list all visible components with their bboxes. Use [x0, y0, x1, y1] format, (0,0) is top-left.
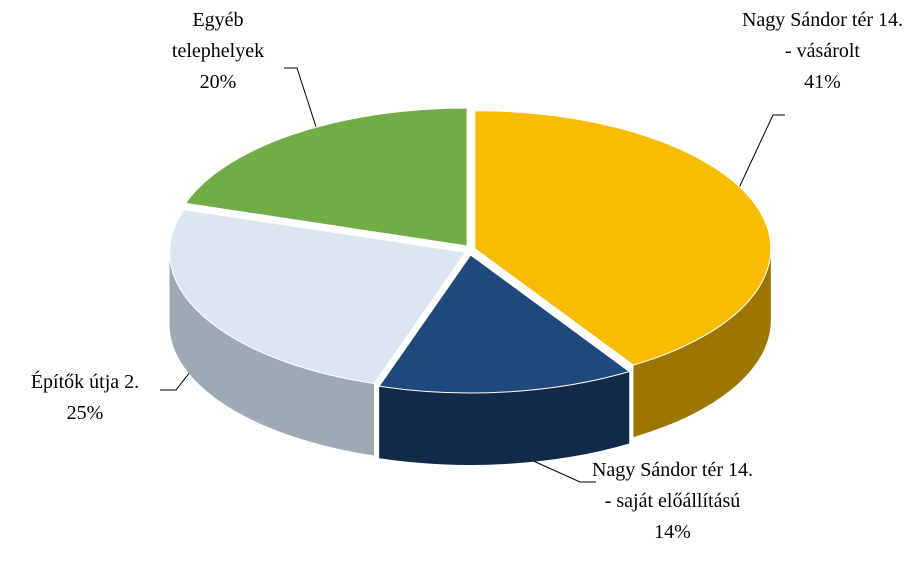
- slice: [378, 254, 631, 394]
- leader-line: [519, 454, 596, 483]
- slice: [184, 107, 468, 247]
- category-label: Egyéb telephelyek: [171, 9, 265, 62]
- leader-line: [160, 371, 191, 391]
- category-label: Nagy Sándor tér 14. - vásárolt: [741, 9, 904, 62]
- slice-side: [169, 252, 375, 456]
- value-label: 20%: [199, 71, 237, 93]
- value-label: 25%: [66, 402, 104, 424]
- category-label: Építők útja 2.: [30, 371, 140, 393]
- category-label: Nagy Sándor tér 14. - saját előállítású: [591, 459, 754, 512]
- data-label: Egyéb telephelyek 20%: [158, 5, 278, 98]
- leader-line: [284, 67, 319, 134]
- value-label: 14%: [654, 521, 691, 543]
- value-label: 41%: [804, 71, 841, 93]
- slice-side: [633, 248, 771, 438]
- slice: [474, 110, 772, 366]
- data-label: Építők útja 2. 25%: [5, 367, 165, 429]
- slice-side: [379, 371, 630, 465]
- slice: [169, 209, 467, 385]
- data-label: Nagy Sándor tér 14. - vásárolt 41%: [740, 5, 905, 98]
- data-label: Nagy Sándor tér 14. - saját előállítású 1…: [590, 455, 755, 548]
- leader-line: [737, 114, 785, 191]
